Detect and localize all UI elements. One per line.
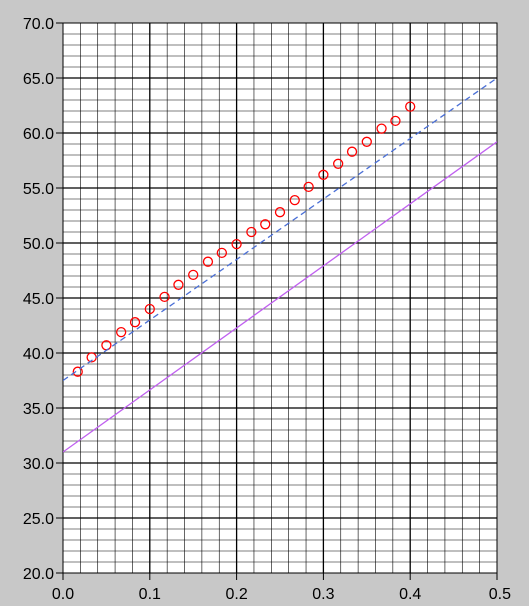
data-point: [72, 366, 83, 377]
data-point: [202, 256, 214, 267]
x-tick-label: 0.3: [312, 586, 334, 603]
x-tick-label: 0.4: [399, 586, 421, 603]
data-point: [333, 158, 344, 169]
y-tick-label: 25.0: [23, 511, 54, 528]
data-point: [376, 123, 387, 134]
y-tick-label: 50.0: [23, 236, 54, 253]
y-axis: 20.0 25.0 30.0 35.0 40.0 45.0 50.0 55.0 60.0 65.0…: [23, 16, 63, 583]
x-tick-label: 0.0: [52, 586, 74, 603]
y-tick-label: 70.0: [23, 16, 54, 33]
x-axis: 0.0 0.1 0.2 0.3 0.4 0.5: [52, 573, 511, 603]
data-point: [260, 219, 271, 230]
series-layer: [63, 77, 497, 453]
y-tick-label: 35.0: [23, 401, 54, 418]
x-tick-label: 0.5: [489, 586, 511, 603]
data-point: [173, 279, 184, 290]
data-point: [346, 146, 358, 157]
data-point: [216, 247, 227, 259]
data-point: [405, 101, 416, 112]
data-point: [188, 269, 199, 281]
data-point: [303, 181, 314, 193]
y-tick-label: 65.0: [23, 71, 54, 88]
data-point: [289, 194, 300, 206]
data-point: [274, 207, 286, 218]
data-point: [144, 303, 155, 315]
data-point: [116, 326, 127, 338]
fit-line: [63, 77, 497, 382]
y-tick-label: 45.0: [23, 291, 54, 308]
y-tick-label: 60.0: [23, 126, 54, 143]
y-tick-label: 40.0: [23, 346, 54, 363]
data-point: [159, 291, 170, 303]
y-tick-label: 30.0: [23, 456, 54, 473]
y-tick-label: 20.0: [23, 566, 54, 583]
offset-line: [63, 141, 497, 453]
data-point: [246, 226, 257, 238]
x-tick-label: 0.2: [225, 586, 247, 603]
data-point: [231, 238, 242, 250]
major-grid: [63, 23, 497, 573]
data-point: [390, 115, 401, 127]
y-tick-label: 55.0: [23, 181, 54, 198]
data-point: [318, 169, 329, 180]
data-point: [129, 317, 141, 328]
data-point: [361, 136, 372, 147]
x-tick-label: 0.1: [139, 586, 161, 603]
series-markers: [72, 101, 416, 377]
